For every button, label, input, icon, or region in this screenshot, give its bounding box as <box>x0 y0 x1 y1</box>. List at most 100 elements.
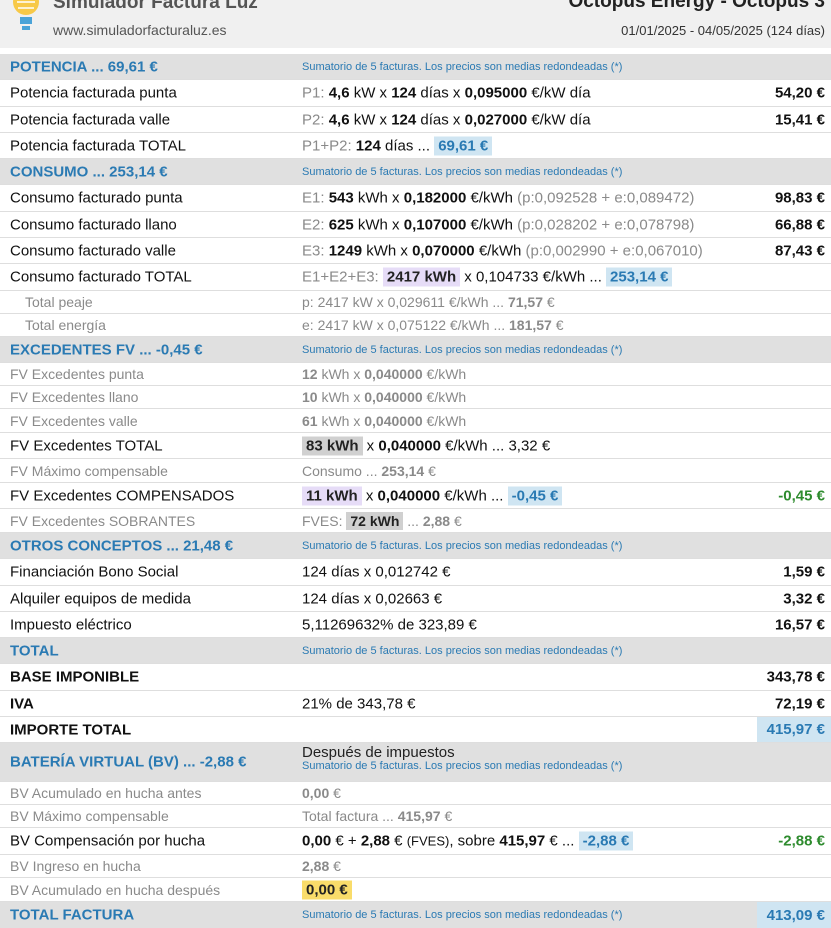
row-potencia-total: Potencia facturada TOTAL P1+P2: 124 días… <box>0 133 831 159</box>
row-detail: 5,11269632% de 323,89 € <box>302 616 477 633</box>
row-label: Total energía <box>25 317 106 333</box>
row-label: FV Excedentes SOBRANTES <box>10 512 196 529</box>
row-detail: 10 kWh x 0,040000 €/kWh <box>302 389 467 405</box>
row-detail: 2,88 € <box>302 858 341 874</box>
row-alquiler: Alquiler equipos de medida 124 días x 0,… <box>0 586 831 612</box>
row-label: Consumo facturado llano <box>10 216 177 233</box>
row-amount: 87,43 € <box>774 242 825 259</box>
row-detail: Consumo ... 253,14 € <box>302 462 436 479</box>
row-amount: 3,32 € <box>783 590 825 607</box>
row-label: IVA <box>10 695 34 712</box>
bv-despues-chip: 0,00 € <box>302 880 352 899</box>
header: Simulador Factura Luz www.simuladorfactu… <box>0 0 831 48</box>
section-title: TOTAL FACTURA <box>10 906 135 924</box>
row-label: FV Máximo compensable <box>10 462 168 479</box>
row-consumo-total: Consumo facturado TOTAL E1+E2+E3: 2417 k… <box>0 264 831 291</box>
row-fv-maximo: FV Máximo compensable Consumo ... 253,14… <box>0 459 831 483</box>
row-fv-llano: FV Excedentes llano 10 kWh x 0,040000 €/… <box>0 386 831 409</box>
section-note: Sumatorio de 5 facturas. Los precios son… <box>302 909 623 921</box>
section-subtitle-block: Después de impuestos Sumatorio de 5 fact… <box>302 745 622 772</box>
row-fv-sobrantes: FV Excedentes SOBRANTES FVES: 72 kWh ...… <box>0 509 831 533</box>
row-label: Impuesto eléctrico <box>10 616 132 633</box>
row-detail: E1: 543 kWh x 0,182000 €/kWh (p:0,092528… <box>302 189 695 207</box>
fv-compensados-amount-chip: -0,45 € <box>507 486 563 505</box>
brand-title: Simulador Factura Luz <box>53 0 258 13</box>
row-label: Alquiler equipos de medida <box>10 590 191 607</box>
row-label: FV Excedentes valle <box>10 412 138 429</box>
row-label: BV Ingreso en hucha <box>10 858 141 874</box>
row-detail: 61 kWh x 0,040000 €/kWh <box>302 412 467 429</box>
row-label: Consumo facturado TOTAL <box>10 268 192 286</box>
row-potencia-punta: Potencia facturada punta P1: 4,6 kW x 12… <box>0 80 831 107</box>
row-bv-compensacion: BV Compensación por hucha 0,00 € + 2,88 … <box>0 828 831 855</box>
section-title: POTENCIA ... 69,61 € <box>10 58 158 75</box>
row-label: Potencia facturada TOTAL <box>10 137 186 154</box>
row-detail: 0,00 € <box>302 880 352 899</box>
row-detail: e: 2417 kW x 0,075122 €/kWh ... 181,57 € <box>302 317 564 333</box>
consumo-kwh-chip: 2417 kWh <box>382 267 461 287</box>
total-factura-amount: 413,09 € <box>756 902 831 928</box>
row-amount: 15,41 € <box>774 111 825 128</box>
section-bateria: BATERÍA VIRTUAL (BV) ... -2,88 € Después… <box>0 743 831 782</box>
row-label: Financiación Bono Social <box>10 563 179 581</box>
row-label: Potencia facturada punta <box>10 84 177 102</box>
row-detail: 83 kWh x 0,040000 €/kWh ... 3,32 € <box>302 436 550 455</box>
section-otros: OTROS CONCEPTOS ... 21,48 € Sumatorio de… <box>0 533 831 559</box>
section-total: TOTAL Sumatorio de 5 facturas. Los preci… <box>0 638 831 664</box>
row-bv-despues: BV Acumulado en hucha después 0,00 € <box>0 878 831 902</box>
row-amount: 54,20 € <box>774 84 825 102</box>
row-label: Consumo facturado punta <box>10 189 183 207</box>
provider-title: Octopus Energy - Octopus 3 <box>568 0 825 12</box>
row-label: IMPORTE TOTAL <box>10 721 132 738</box>
site-url[interactable]: www.simuladorfacturaluz.es <box>53 22 227 38</box>
fv-total-chip: 83 kWh <box>302 436 363 455</box>
section-note: Sumatorio de 5 facturas. Los precios son… <box>302 539 623 552</box>
row-potencia-valle: Potencia facturada valle P2: 4,6 kW x 12… <box>0 107 831 133</box>
section-title: CONSUMO ... 253,14 € <box>10 163 168 180</box>
row-label: BV Máximo compensable <box>10 808 169 824</box>
section-title: TOTAL <box>10 642 59 659</box>
row-detail: P1+P2: 124 días ... 69,61 € <box>302 136 493 155</box>
row-detail: Total factura ... 415,97 € <box>302 808 453 824</box>
row-label: FV Excedentes TOTAL <box>10 437 163 454</box>
row-amount: 66,88 € <box>774 216 825 233</box>
row-label: Consumo facturado valle <box>10 242 176 259</box>
row-detail: 0,00 € <box>302 785 341 801</box>
row-amount: 1,59 € <box>783 563 825 581</box>
row-consumo-punta: Consumo facturado punta E1: 543 kWh x 0,… <box>0 185 831 212</box>
section-note: Sumatorio de 5 facturas. Los precios son… <box>302 343 623 356</box>
row-amount: 98,83 € <box>774 189 825 207</box>
row-detail: E1+E2+E3: 2417 kWh x 0,104733 €/kWh ... … <box>302 267 673 287</box>
row-amount: -2,88 € <box>778 832 825 850</box>
row-iva: IVA 21% de 343,78 € 72,19 € <box>0 691 831 717</box>
section-note: Sumatorio de 5 facturas. Los precios son… <box>302 165 623 178</box>
row-detail: FVES: 72 kWh ... 2,88 € <box>302 511 462 530</box>
row-base-imponible: BASE IMPONIBLE 343,78 € <box>0 664 831 691</box>
row-fv-valle: FV Excedentes valle 61 kWh x 0,040000 €/… <box>0 409 831 433</box>
row-detail: 124 días x 0,02663 € <box>302 590 443 607</box>
row-detail: 0,00 € + 2,88 € (FVES), sobre 415,97 € .… <box>302 831 634 851</box>
row-total-energia: Total energía e: 2417 kW x 0,075122 €/kW… <box>0 314 831 337</box>
row-importe-total: IMPORTE TOTAL 415,97 € <box>0 717 831 743</box>
section-title: OTROS CONCEPTOS ... 21,48 € <box>10 537 234 554</box>
row-label: BASE IMPONIBLE <box>10 668 140 686</box>
row-label: FV Excedentes COMPENSADOS <box>10 487 235 504</box>
row-detail: P2: 4,6 kW x 124 días x 0,027000 €/kW dí… <box>302 111 591 128</box>
section-excedentes: EXCEDENTES FV ... -0,45 € Sumatorio de 5… <box>0 337 831 363</box>
section-subtitle: Después de impuestos <box>302 744 455 761</box>
row-consumo-llano: Consumo facturado llano E2: 625 kWh x 0,… <box>0 212 831 238</box>
row-label: Total peaje <box>25 294 93 310</box>
row-bv-ingreso: BV Ingreso en hucha 2,88 € <box>0 855 831 878</box>
row-detail: 124 días x 0,012742 € <box>302 563 451 581</box>
row-consumo-valle: Consumo facturado valle E3: 1249 kWh x 0… <box>0 238 831 264</box>
fv-sobrantes-chip: 72 kWh <box>346 511 404 530</box>
importe-total-amount: 415,97 € <box>756 717 831 742</box>
row-label: FV Excedentes punta <box>10 366 144 382</box>
section-consumo: CONSUMO ... 253,14 € Sumatorio de 5 fact… <box>0 159 831 185</box>
row-amount: 72,19 € <box>774 695 825 712</box>
section-note: Sumatorio de 5 facturas. Los precios son… <box>302 644 623 657</box>
row-label: Potencia facturada valle <box>10 111 171 128</box>
row-detail: p: 2417 kW x 0,029611 €/kWh ... 71,57 € <box>302 294 555 310</box>
section-title: BATERÍA VIRTUAL (BV) ... -2,88 € <box>10 753 247 771</box>
row-label: BV Acumulado en hucha después <box>10 881 221 898</box>
